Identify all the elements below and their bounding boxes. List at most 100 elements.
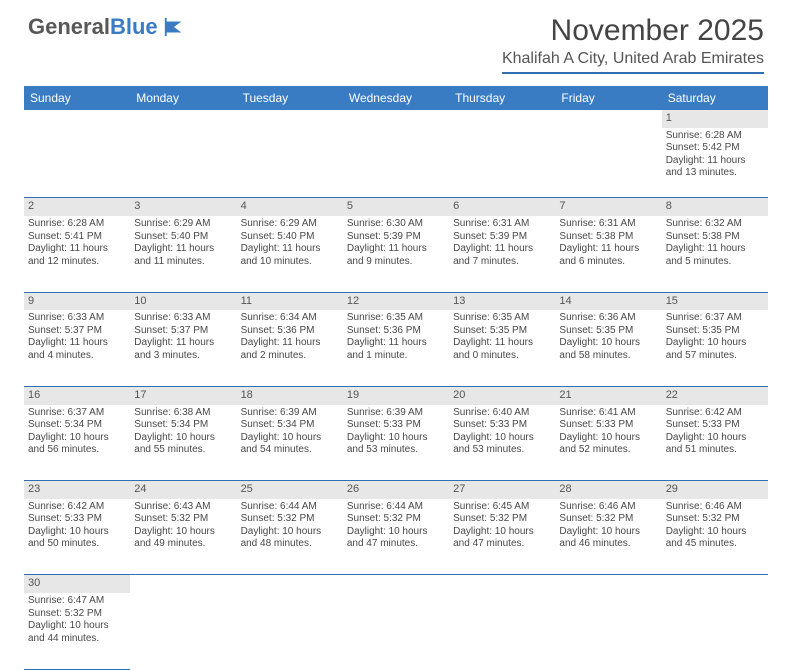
day-cell bbox=[130, 128, 236, 198]
logo-primary: General bbox=[28, 14, 110, 40]
calendar-row: Sunrise: 6:28 AMSunset: 5:41 PMDaylight:… bbox=[24, 216, 768, 292]
day-number: 13 bbox=[449, 292, 555, 310]
day-cell: Sunrise: 6:38 AMSunset: 5:34 PMDaylight:… bbox=[130, 405, 236, 481]
day-number: 11 bbox=[237, 292, 343, 310]
logo-secondary: Blue bbox=[110, 14, 158, 40]
day-cell: Sunrise: 6:42 AMSunset: 5:33 PMDaylight:… bbox=[24, 499, 130, 575]
day-number: 1 bbox=[662, 110, 768, 128]
day-cell: Sunrise: 6:35 AMSunset: 5:35 PMDaylight:… bbox=[449, 310, 555, 386]
cell-line: Daylight: 11 hours bbox=[134, 337, 232, 350]
cell-line: Daylight: 10 hours bbox=[28, 620, 126, 633]
cell-line: Sunrise: 6:30 AM bbox=[347, 218, 445, 231]
cell-line: Daylight: 10 hours bbox=[241, 432, 339, 445]
cell-line: Sunrise: 6:43 AM bbox=[134, 501, 232, 514]
day-number: 6 bbox=[449, 198, 555, 216]
day-number bbox=[237, 575, 343, 593]
day-cell: Sunrise: 6:28 AMSunset: 5:42 PMDaylight:… bbox=[662, 128, 768, 198]
day-cell: Sunrise: 6:42 AMSunset: 5:33 PMDaylight:… bbox=[662, 405, 768, 481]
cell-line: Sunset: 5:34 PM bbox=[28, 419, 126, 432]
day-number: 7 bbox=[555, 198, 661, 216]
cell-line: Sunset: 5:32 PM bbox=[666, 513, 764, 526]
day-cell: Sunrise: 6:31 AMSunset: 5:39 PMDaylight:… bbox=[449, 216, 555, 292]
day-number: 23 bbox=[24, 481, 130, 499]
daynum-row: 9101112131415 bbox=[24, 292, 768, 310]
cell-line: Daylight: 11 hours bbox=[453, 337, 551, 350]
cell-line: Daylight: 10 hours bbox=[559, 337, 657, 350]
cell-line: Sunrise: 6:31 AM bbox=[559, 218, 657, 231]
day-number: 5 bbox=[343, 198, 449, 216]
daynum-row: 30 bbox=[24, 575, 768, 593]
day-number: 29 bbox=[662, 481, 768, 499]
day-number: 4 bbox=[237, 198, 343, 216]
cell-line: and 44 minutes. bbox=[28, 633, 126, 646]
cell-line: and 56 minutes. bbox=[28, 444, 126, 457]
cell-line: Sunset: 5:42 PM bbox=[666, 142, 764, 155]
day-number: 21 bbox=[555, 386, 661, 404]
cell-line: Sunset: 5:33 PM bbox=[559, 419, 657, 432]
day-cell: Sunrise: 6:44 AMSunset: 5:32 PMDaylight:… bbox=[343, 499, 449, 575]
weekday-header: Friday bbox=[555, 86, 661, 110]
cell-line: and 5 minutes. bbox=[666, 256, 764, 269]
cell-line: Sunrise: 6:45 AM bbox=[453, 501, 551, 514]
day-cell: Sunrise: 6:46 AMSunset: 5:32 PMDaylight:… bbox=[555, 499, 661, 575]
cell-line: Sunset: 5:41 PM bbox=[28, 231, 126, 244]
day-number bbox=[237, 110, 343, 128]
calendar-table: SundayMondayTuesdayWednesdayThursdayFrid… bbox=[24, 86, 768, 670]
weekday-header: Tuesday bbox=[237, 86, 343, 110]
cell-line: Sunrise: 6:44 AM bbox=[347, 501, 445, 514]
day-number bbox=[130, 575, 236, 593]
day-cell: Sunrise: 6:33 AMSunset: 5:37 PMDaylight:… bbox=[24, 310, 130, 386]
cell-line: Daylight: 10 hours bbox=[347, 526, 445, 539]
cell-line: and 9 minutes. bbox=[347, 256, 445, 269]
cell-line: Sunset: 5:32 PM bbox=[241, 513, 339, 526]
day-number: 8 bbox=[662, 198, 768, 216]
cell-line: Daylight: 10 hours bbox=[241, 526, 339, 539]
day-cell: Sunrise: 6:46 AMSunset: 5:32 PMDaylight:… bbox=[662, 499, 768, 575]
cell-line: Daylight: 10 hours bbox=[666, 526, 764, 539]
day-cell: Sunrise: 6:45 AMSunset: 5:32 PMDaylight:… bbox=[449, 499, 555, 575]
calendar-header-row: SundayMondayTuesdayWednesdayThursdayFrid… bbox=[24, 86, 768, 110]
day-cell: Sunrise: 6:30 AMSunset: 5:39 PMDaylight:… bbox=[343, 216, 449, 292]
cell-line: Sunrise: 6:40 AM bbox=[453, 407, 551, 420]
day-cell: Sunrise: 6:36 AMSunset: 5:35 PMDaylight:… bbox=[555, 310, 661, 386]
day-number bbox=[24, 110, 130, 128]
day-number bbox=[343, 110, 449, 128]
cell-line: Sunrise: 6:35 AM bbox=[453, 312, 551, 325]
cell-line: and 58 minutes. bbox=[559, 350, 657, 363]
page-subtitle: Khalifah A City, United Arab Emirates bbox=[502, 50, 764, 74]
day-cell bbox=[24, 128, 130, 198]
cell-line: Sunset: 5:37 PM bbox=[134, 325, 232, 338]
cell-line: and 11 minutes. bbox=[134, 256, 232, 269]
cell-line: Daylight: 11 hours bbox=[134, 243, 232, 256]
cell-line: Daylight: 10 hours bbox=[28, 526, 126, 539]
cell-line: Sunrise: 6:32 AM bbox=[666, 218, 764, 231]
cell-line: and 46 minutes. bbox=[559, 538, 657, 551]
cell-line: Sunrise: 6:36 AM bbox=[559, 312, 657, 325]
cell-line: and 3 minutes. bbox=[134, 350, 232, 363]
cell-line: and 47 minutes. bbox=[453, 538, 551, 551]
cell-line: Sunset: 5:33 PM bbox=[28, 513, 126, 526]
calendar-row: Sunrise: 6:28 AMSunset: 5:42 PMDaylight:… bbox=[24, 128, 768, 198]
day-cell: Sunrise: 6:39 AMSunset: 5:33 PMDaylight:… bbox=[343, 405, 449, 481]
cell-line: and 57 minutes. bbox=[666, 350, 764, 363]
cell-line: and 10 minutes. bbox=[241, 256, 339, 269]
cell-line: Daylight: 10 hours bbox=[134, 432, 232, 445]
cell-line: and 53 minutes. bbox=[453, 444, 551, 457]
cell-line: and 52 minutes. bbox=[559, 444, 657, 457]
day-cell: Sunrise: 6:34 AMSunset: 5:36 PMDaylight:… bbox=[237, 310, 343, 386]
cell-line: Sunrise: 6:42 AM bbox=[666, 407, 764, 420]
day-number bbox=[449, 110, 555, 128]
day-cell bbox=[343, 593, 449, 669]
cell-line: Sunset: 5:36 PM bbox=[347, 325, 445, 338]
cell-line: Sunset: 5:35 PM bbox=[666, 325, 764, 338]
day-cell: Sunrise: 6:33 AMSunset: 5:37 PMDaylight:… bbox=[130, 310, 236, 386]
cell-line: Sunset: 5:32 PM bbox=[559, 513, 657, 526]
cell-line: Sunrise: 6:46 AM bbox=[666, 501, 764, 514]
cell-line: Sunset: 5:33 PM bbox=[347, 419, 445, 432]
cell-line: Sunrise: 6:37 AM bbox=[28, 407, 126, 420]
cell-line: Daylight: 10 hours bbox=[28, 432, 126, 445]
daynum-row: 16171819202122 bbox=[24, 386, 768, 404]
day-cell: Sunrise: 6:37 AMSunset: 5:35 PMDaylight:… bbox=[662, 310, 768, 386]
cell-line: Sunrise: 6:29 AM bbox=[134, 218, 232, 231]
weekday-header: Sunday bbox=[24, 86, 130, 110]
